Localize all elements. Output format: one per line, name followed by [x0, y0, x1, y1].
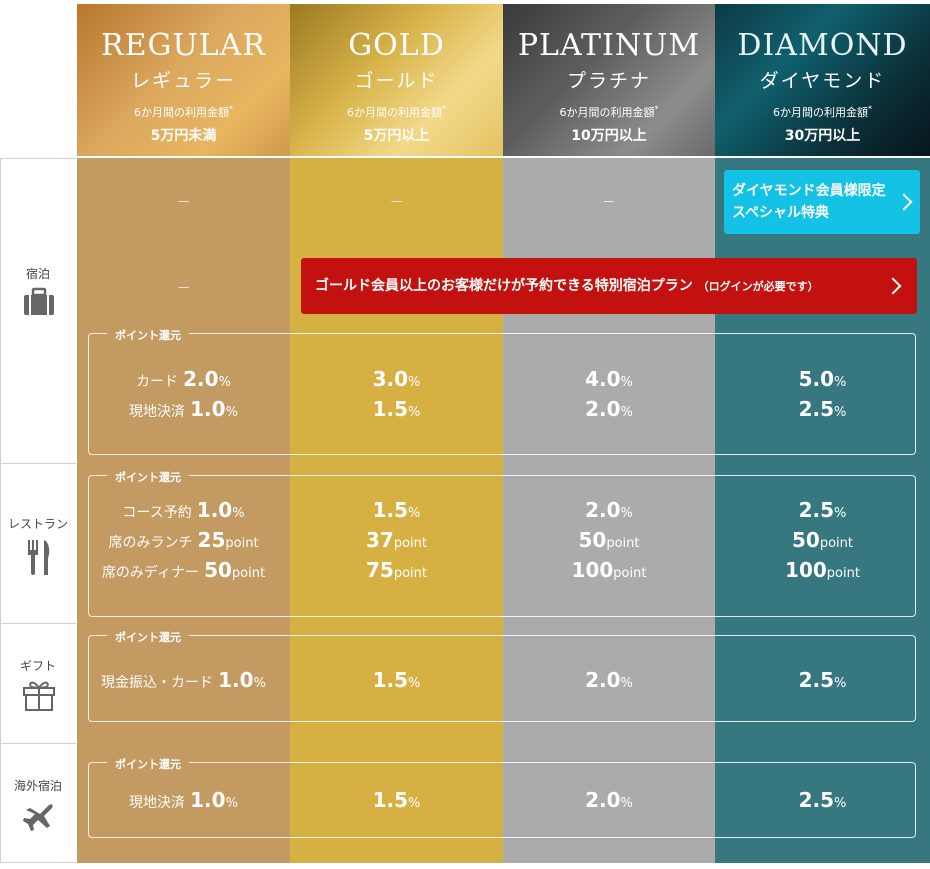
tier-name-jp: ゴールド [354, 70, 439, 92]
restaurant-lunch-gold: 37point [366, 528, 427, 552]
empty-cell: － [389, 195, 404, 211]
category-divider [0, 743, 76, 744]
restaurant-dinner-diamond: 100point [785, 558, 860, 582]
restaurant-dinner-gold: 75point [366, 558, 427, 582]
tier-amount: 5万円未満 [150, 128, 217, 144]
chevron-right-icon [884, 277, 902, 295]
restaurant-dinner-regular: 席のみディナー 50point [101, 558, 266, 582]
tier-header-platinum: PLATINUM プラチナ 6か月間の利用金額* 10万円以上 [503, 4, 715, 156]
tier-header-regular: REGULAR レギュラー 6か月間の利用金額* 5万円未満 [77, 4, 290, 156]
restaurant-course-regular: コース予約 1.0% [122, 498, 245, 522]
gift-points-box: ポイント還元 [88, 629, 916, 722]
restaurant-points-box: ポイント還元 [88, 469, 916, 617]
tier-name-en: REGULAR [101, 28, 266, 63]
category-label-overseas: 海外宿泊 [13, 779, 62, 793]
hotel-local-regular: 現地決済 1.0% [129, 397, 238, 421]
column-regular [77, 158, 290, 863]
gold-special-plan-button[interactable]: ゴールド会員以上のお客様だけが予約できる特別宿泊プラン （ログインが必要です） [301, 258, 917, 314]
tier-caption: 6か月間の利用金額* [134, 104, 233, 119]
overseas-diamond: 2.5% [798, 788, 847, 812]
category-column [0, 158, 76, 863]
overseas-regular: 現地決済 1.0% [129, 788, 238, 812]
category-label-hotel: 宿泊 [25, 267, 50, 281]
restaurant-lunch-platinum: 50point [578, 528, 640, 552]
hotel-local-gold: 1.5% [372, 397, 421, 421]
overseas-platinum: 2.0% [585, 788, 633, 812]
empty-cell: － [176, 281, 191, 297]
fork-knife-icon [22, 538, 56, 575]
restaurant-course-gold: 1.5% [372, 498, 421, 522]
hotel-local-platinum: 2.0% [585, 397, 633, 421]
login-required-note: （ログインが必要です） [697, 280, 819, 293]
gift-icon [22, 678, 56, 712]
gift-platinum: 2.0% [585, 668, 633, 692]
restaurant-course-diamond: 2.5% [798, 498, 847, 522]
hotel-points-box: ポイント還元 [88, 327, 916, 455]
diamond-button-line2: スペシャル特典 [732, 205, 830, 221]
tier-amount: 5万円以上 [363, 128, 430, 144]
category-divider [0, 463, 76, 464]
tier-amount: 10万円以上 [571, 128, 647, 144]
overseas-points-box: ポイント還元 [88, 756, 916, 838]
restaurant-lunch-regular: 席のみランチ 25point [108, 528, 259, 552]
empty-cell: － [176, 195, 191, 211]
gift-regular: 現金振込・カード 1.0% [101, 668, 266, 692]
category-divider [0, 623, 76, 624]
overseas-gold: 1.5% [372, 788, 421, 812]
tier-header-diamond: DIAMOND ダイヤモンド 6か月間の利用金額* 30万円以上 [715, 4, 930, 156]
restaurant-course-platinum: 2.0% [585, 498, 633, 522]
box-title: ポイント還元 [107, 629, 189, 645]
hotel-local-diamond: 2.5% [798, 397, 847, 421]
empty-cell: － [602, 195, 616, 211]
tier-caption: 6か月間の利用金額* [347, 104, 446, 119]
tier-caption: 6か月間の利用金額* [559, 104, 659, 119]
gift-diamond: 2.5% [798, 668, 847, 692]
tier-name-jp: レギュラー [130, 70, 236, 92]
suitcase-icon [22, 285, 56, 319]
restaurant-dinner-platinum: 100point [571, 558, 647, 582]
hotel-card-diamond: 5.0% [798, 367, 847, 391]
diamond-special-benefit-button[interactable]: ダイヤモンド会員様限定 スペシャル特典 [724, 170, 920, 234]
box-title: ポイント還元 [107, 469, 189, 485]
tier-amount: 30万円以上 [784, 128, 861, 144]
category-label-gift: ギフト [19, 659, 56, 673]
tier-header-gold: GOLD ゴールド 6か月間の利用金額* 5万円以上 [290, 4, 503, 156]
tier-name-jp: プラチナ [566, 70, 651, 92]
tier-name-en: DIAMOND [737, 28, 908, 63]
category-label-restaurant: レストラン [7, 517, 68, 531]
box-title: ポイント還元 [107, 327, 189, 343]
hotel-card-regular: カード 2.0% [136, 367, 231, 391]
tier-name-jp: ダイヤモンド [759, 70, 886, 92]
restaurant-lunch-diamond: 50point [792, 528, 853, 552]
tier-name-en: PLATINUM [517, 28, 701, 63]
tier-name-en: GOLD [348, 28, 445, 63]
box-title: ポイント還元 [107, 756, 189, 772]
gift-gold: 1.5% [372, 668, 421, 692]
diamond-button-line1: ダイヤモンド会員様限定 [732, 183, 886, 199]
hotel-card-platinum: 4.0% [585, 367, 633, 391]
gold-plan-label: ゴールド会員以上のお客様だけが予約できる特別宿泊プラン [315, 278, 693, 294]
tier-caption: 6か月間の利用金額* [773, 104, 872, 119]
hotel-card-gold: 3.0% [372, 367, 421, 391]
airplane-icon [22, 800, 56, 834]
